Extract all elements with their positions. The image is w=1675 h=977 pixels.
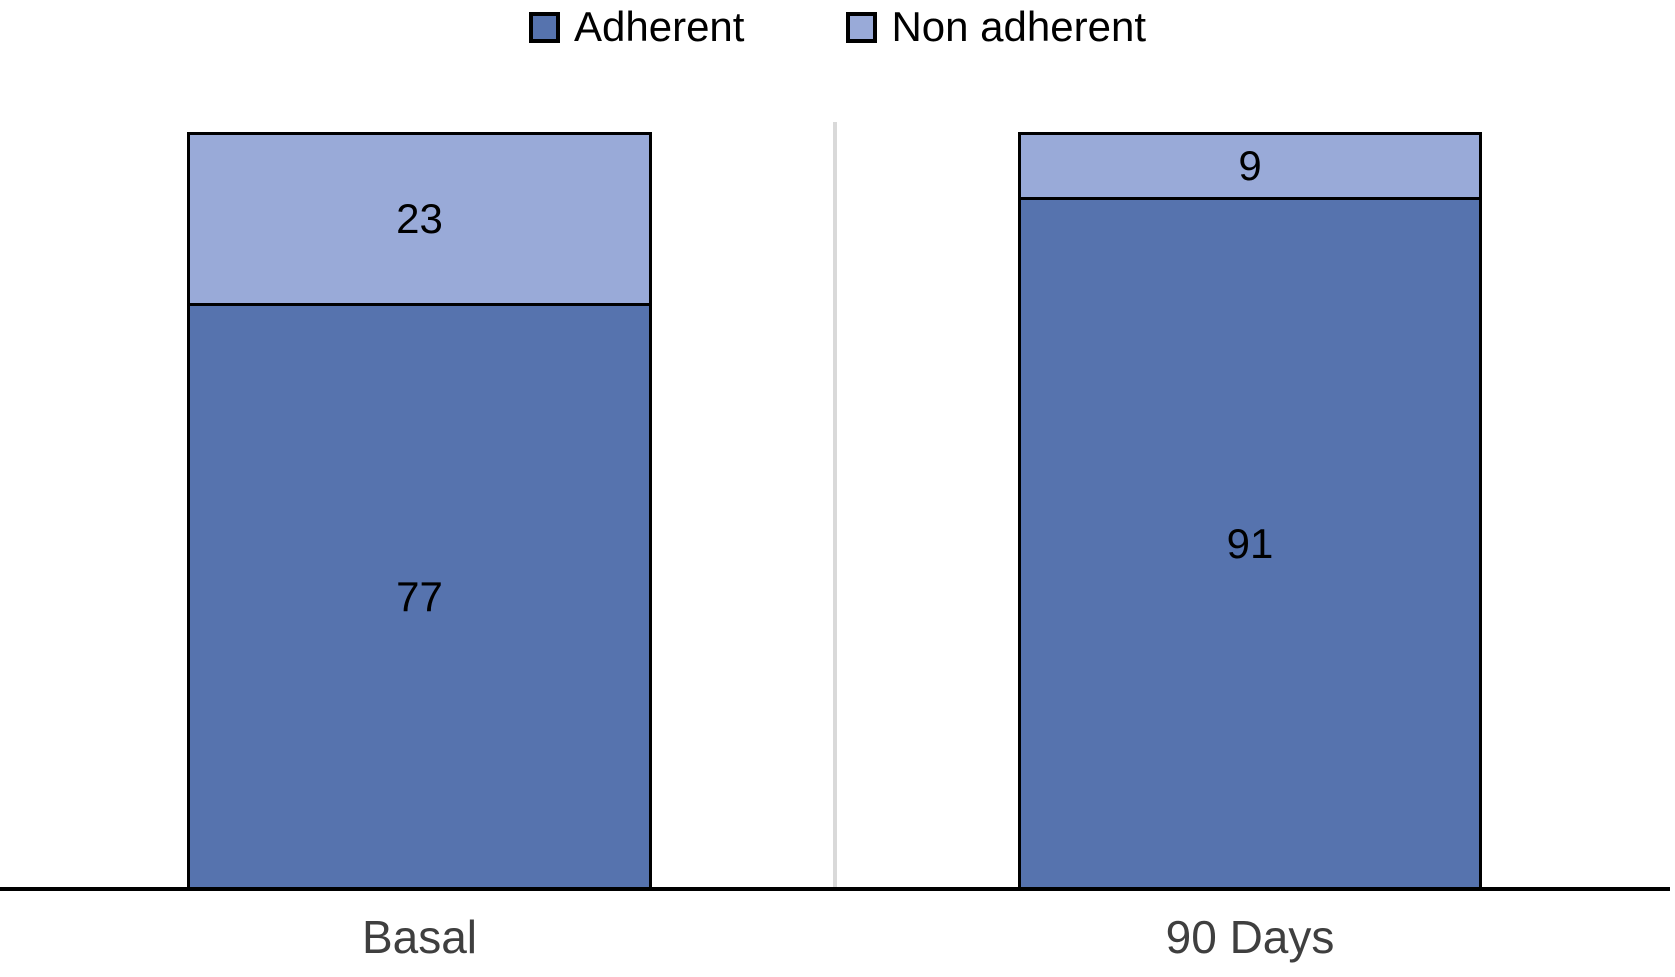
chart-legend: Adherent Non adherent — [0, 3, 1675, 50]
legend-item-adherent: Adherent — [529, 3, 745, 50]
bar-basal: 23 77 — [187, 132, 652, 890]
segment-90-days-non-adherent: 9 — [1018, 132, 1482, 201]
category-divider-line — [833, 122, 837, 888]
category-label-90-days: 90 Days — [1165, 911, 1335, 963]
value-label-basal-non-adherent: 23 — [396, 195, 443, 243]
bar-90-days: 9 91 — [1018, 132, 1482, 890]
segment-basal-non-adherent: 23 — [187, 132, 652, 307]
legend-label-non-adherent: Non adherent — [891, 3, 1146, 50]
x-axis-line — [0, 887, 1670, 891]
category-label-basal: Basal — [361, 911, 478, 963]
value-label-90-days-non-adherent: 9 — [1238, 142, 1262, 190]
plot-area: 23 77 9 91 — [0, 132, 1675, 890]
segment-basal-adherent: 77 — [187, 306, 652, 890]
legend-swatch-non-adherent-icon — [846, 11, 878, 43]
value-label-basal-adherent: 77 — [396, 572, 443, 620]
segment-90-days-adherent: 91 — [1018, 200, 1482, 890]
legend-swatch-adherent-icon — [529, 11, 560, 43]
legend-label-adherent: Adherent — [574, 3, 745, 50]
value-label-90-days-adherent: 91 — [1226, 519, 1274, 567]
legend-item-non-adherent: Non adherent — [846, 3, 1146, 50]
